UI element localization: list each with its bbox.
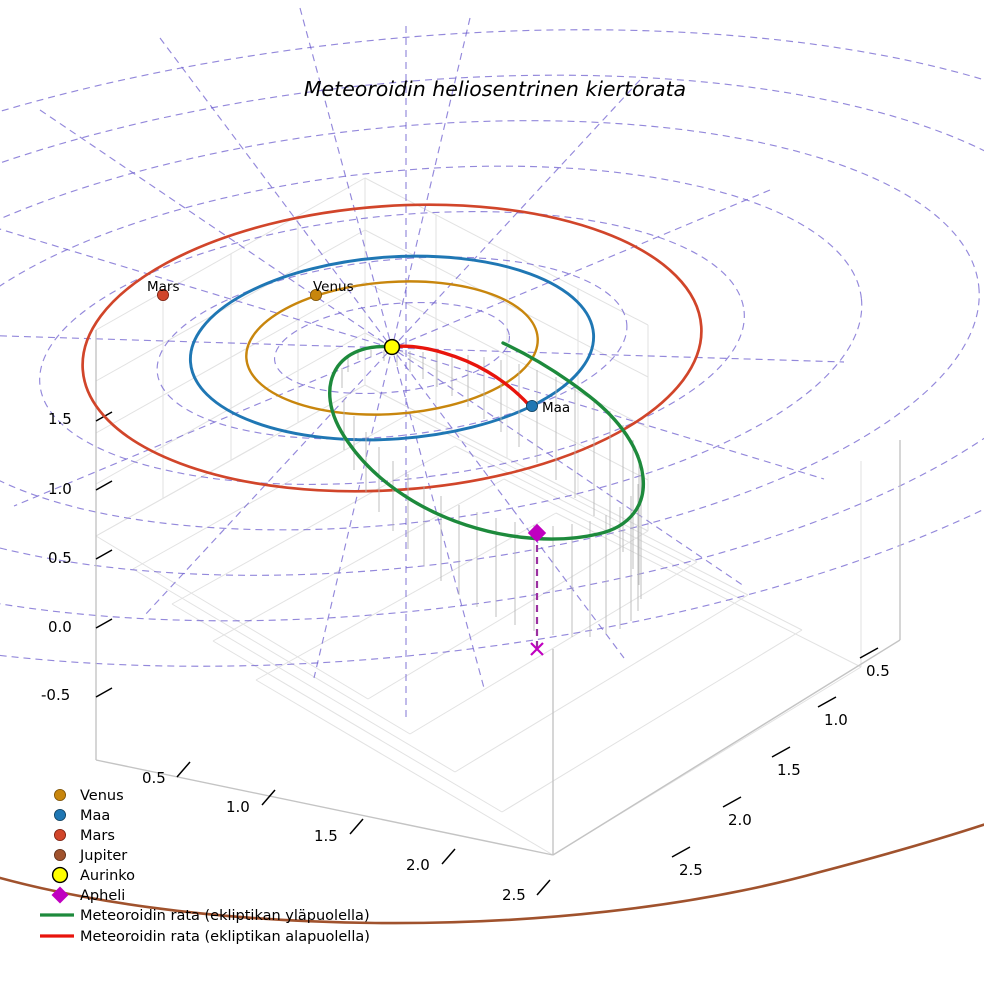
maa-orbit (188, 254, 596, 442)
mars-marker-icon (54, 829, 67, 842)
y-tick-label-3: 2.0 (728, 811, 752, 829)
mars-body-marker (156, 288, 169, 301)
z-tick-label-3: 0.0 (48, 618, 72, 636)
venus-marker-icon (54, 789, 67, 802)
legend-label-apheli: Apheli (80, 888, 125, 904)
z-axis-ticks (95, 411, 113, 698)
page-title: Meteoroidin heliosentrinen kiertorata (304, 77, 686, 101)
legend-label-mars: Mars (80, 828, 115, 844)
x-tick-label-3: 2.0 (406, 856, 430, 874)
maa-body-marker (526, 399, 539, 412)
legend-item-orbit-below[interactable]: Meteoroidin rata (ekliptikan alapuolella… (40, 929, 370, 945)
apheli-body-marker (527, 523, 547, 543)
apheli-drop-line (530, 533, 544, 656)
x-tick-label-1: 1.0 (226, 798, 250, 816)
meteoroid-orbit-below-ecliptic (390, 344, 531, 407)
mars-orbit (81, 203, 703, 493)
maa-marker-icon (54, 809, 67, 822)
venus-body-label: Venus (313, 279, 354, 295)
aurinko-marker-icon (51, 866, 69, 884)
ecliptic-polar-grid (0, 7, 984, 722)
jupiter-marker-icon (54, 849, 67, 862)
legend-label-aurinko: Aurinko (80, 868, 135, 884)
legend-item-orbit-above[interactable]: Meteoroidin rata (ekliptikan yläpuolella… (40, 908, 370, 924)
x-tick-label-2: 1.5 (314, 827, 338, 845)
maa-body-label: Maa (542, 400, 570, 416)
legend-label-venus: Venus (80, 788, 124, 804)
venus-orbit (245, 280, 539, 416)
legend-item-apheli[interactable]: Apheli (51, 886, 126, 904)
legend-item-jupiter[interactable]: Jupiter (54, 848, 127, 864)
x-axis-ticks (176, 761, 551, 896)
y-axis-ticks (671, 647, 879, 858)
y-tick-label-1: 1.0 (824, 711, 848, 729)
meteoroid-orbit-above-ecliptic (328, 341, 646, 541)
legend-label-jupiter: Jupiter (79, 848, 127, 864)
legend-item-aurinko[interactable]: Aurinko (51, 866, 136, 884)
jupiter-orbit (0, 823, 984, 925)
aurinko-body-marker (383, 338, 401, 356)
y-tick-label-4: 2.5 (679, 861, 703, 879)
meteoroid-drop-stems (341, 350, 642, 637)
pane-grid (95, 177, 862, 856)
legend-label-orbit-above: Meteoroidin rata (ekliptikan yläpuolella… (80, 908, 370, 924)
z-tick-label-0: 1.5 (48, 410, 72, 428)
z-tick-label-1: 1.0 (48, 480, 72, 498)
legend-item-mars[interactable]: Mars (54, 828, 115, 844)
mars-body-label: Mars (147, 279, 180, 295)
legend-item-maa[interactable]: Maa (54, 808, 110, 824)
x-tick-label-0: 0.5 (142, 769, 166, 787)
y-tick-label-0: 0.5 (866, 662, 890, 680)
legend-label-maa: Maa (80, 808, 110, 824)
y-tick-label-2: 1.5 (777, 761, 801, 779)
venus-body-marker (309, 288, 322, 301)
legend-label-orbit-below: Meteoroidin rata (ekliptikan alapuolella… (80, 929, 370, 945)
z-tick-label-2: 0.5 (48, 549, 72, 567)
z-tick-label-4: -0.5 (41, 686, 70, 704)
legend-item-venus[interactable]: Venus (54, 788, 124, 804)
axis-spines (95, 330, 901, 856)
legend: Venus Maa Mars Jupiter (40, 788, 370, 945)
x-tick-label-4: 2.5 (502, 886, 526, 904)
apheli-marker-icon (51, 886, 69, 904)
